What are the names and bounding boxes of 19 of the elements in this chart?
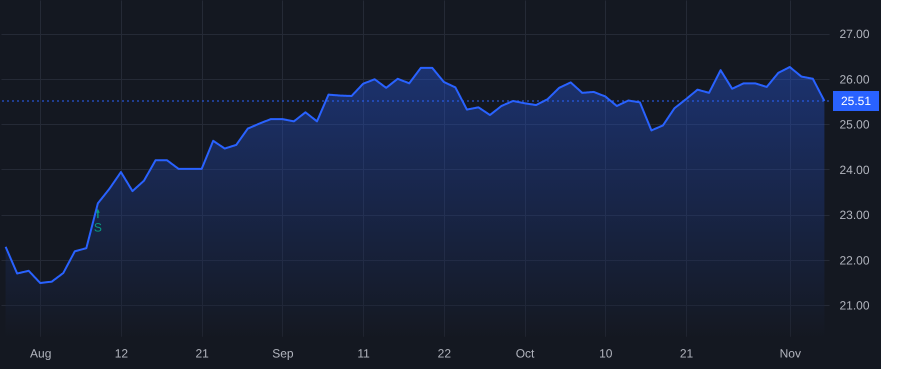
x-tick-label: Sep — [272, 346, 294, 360]
y-tick-label: 25.00 — [840, 118, 870, 132]
x-tick-label: 21 — [195, 346, 210, 360]
ref-line-label: 25.51 — [840, 94, 872, 108]
x-tick-label: Oct — [516, 346, 536, 360]
annotation: S — [94, 220, 102, 234]
y-tick-label: 27.00 — [840, 27, 870, 42]
y-tick-label: 24.00 — [840, 162, 870, 177]
y-tick-label: 21.00 — [840, 298, 870, 313]
y-tick-label: 22.00 — [840, 253, 870, 268]
x-tick-label: 10 — [599, 346, 613, 360]
x-tick-label: Nov — [780, 346, 801, 360]
y-tick-label: 23.00 — [840, 208, 870, 222]
x-tick-label: 11 — [357, 346, 370, 360]
x-tick-label: 21 — [680, 346, 694, 360]
x-tick-label: Aug — [30, 346, 52, 360]
x-tick-label: 12 — [114, 346, 128, 360]
x-tick-label: 22 — [438, 346, 452, 360]
y-tick-label: 26.00 — [840, 72, 870, 86]
